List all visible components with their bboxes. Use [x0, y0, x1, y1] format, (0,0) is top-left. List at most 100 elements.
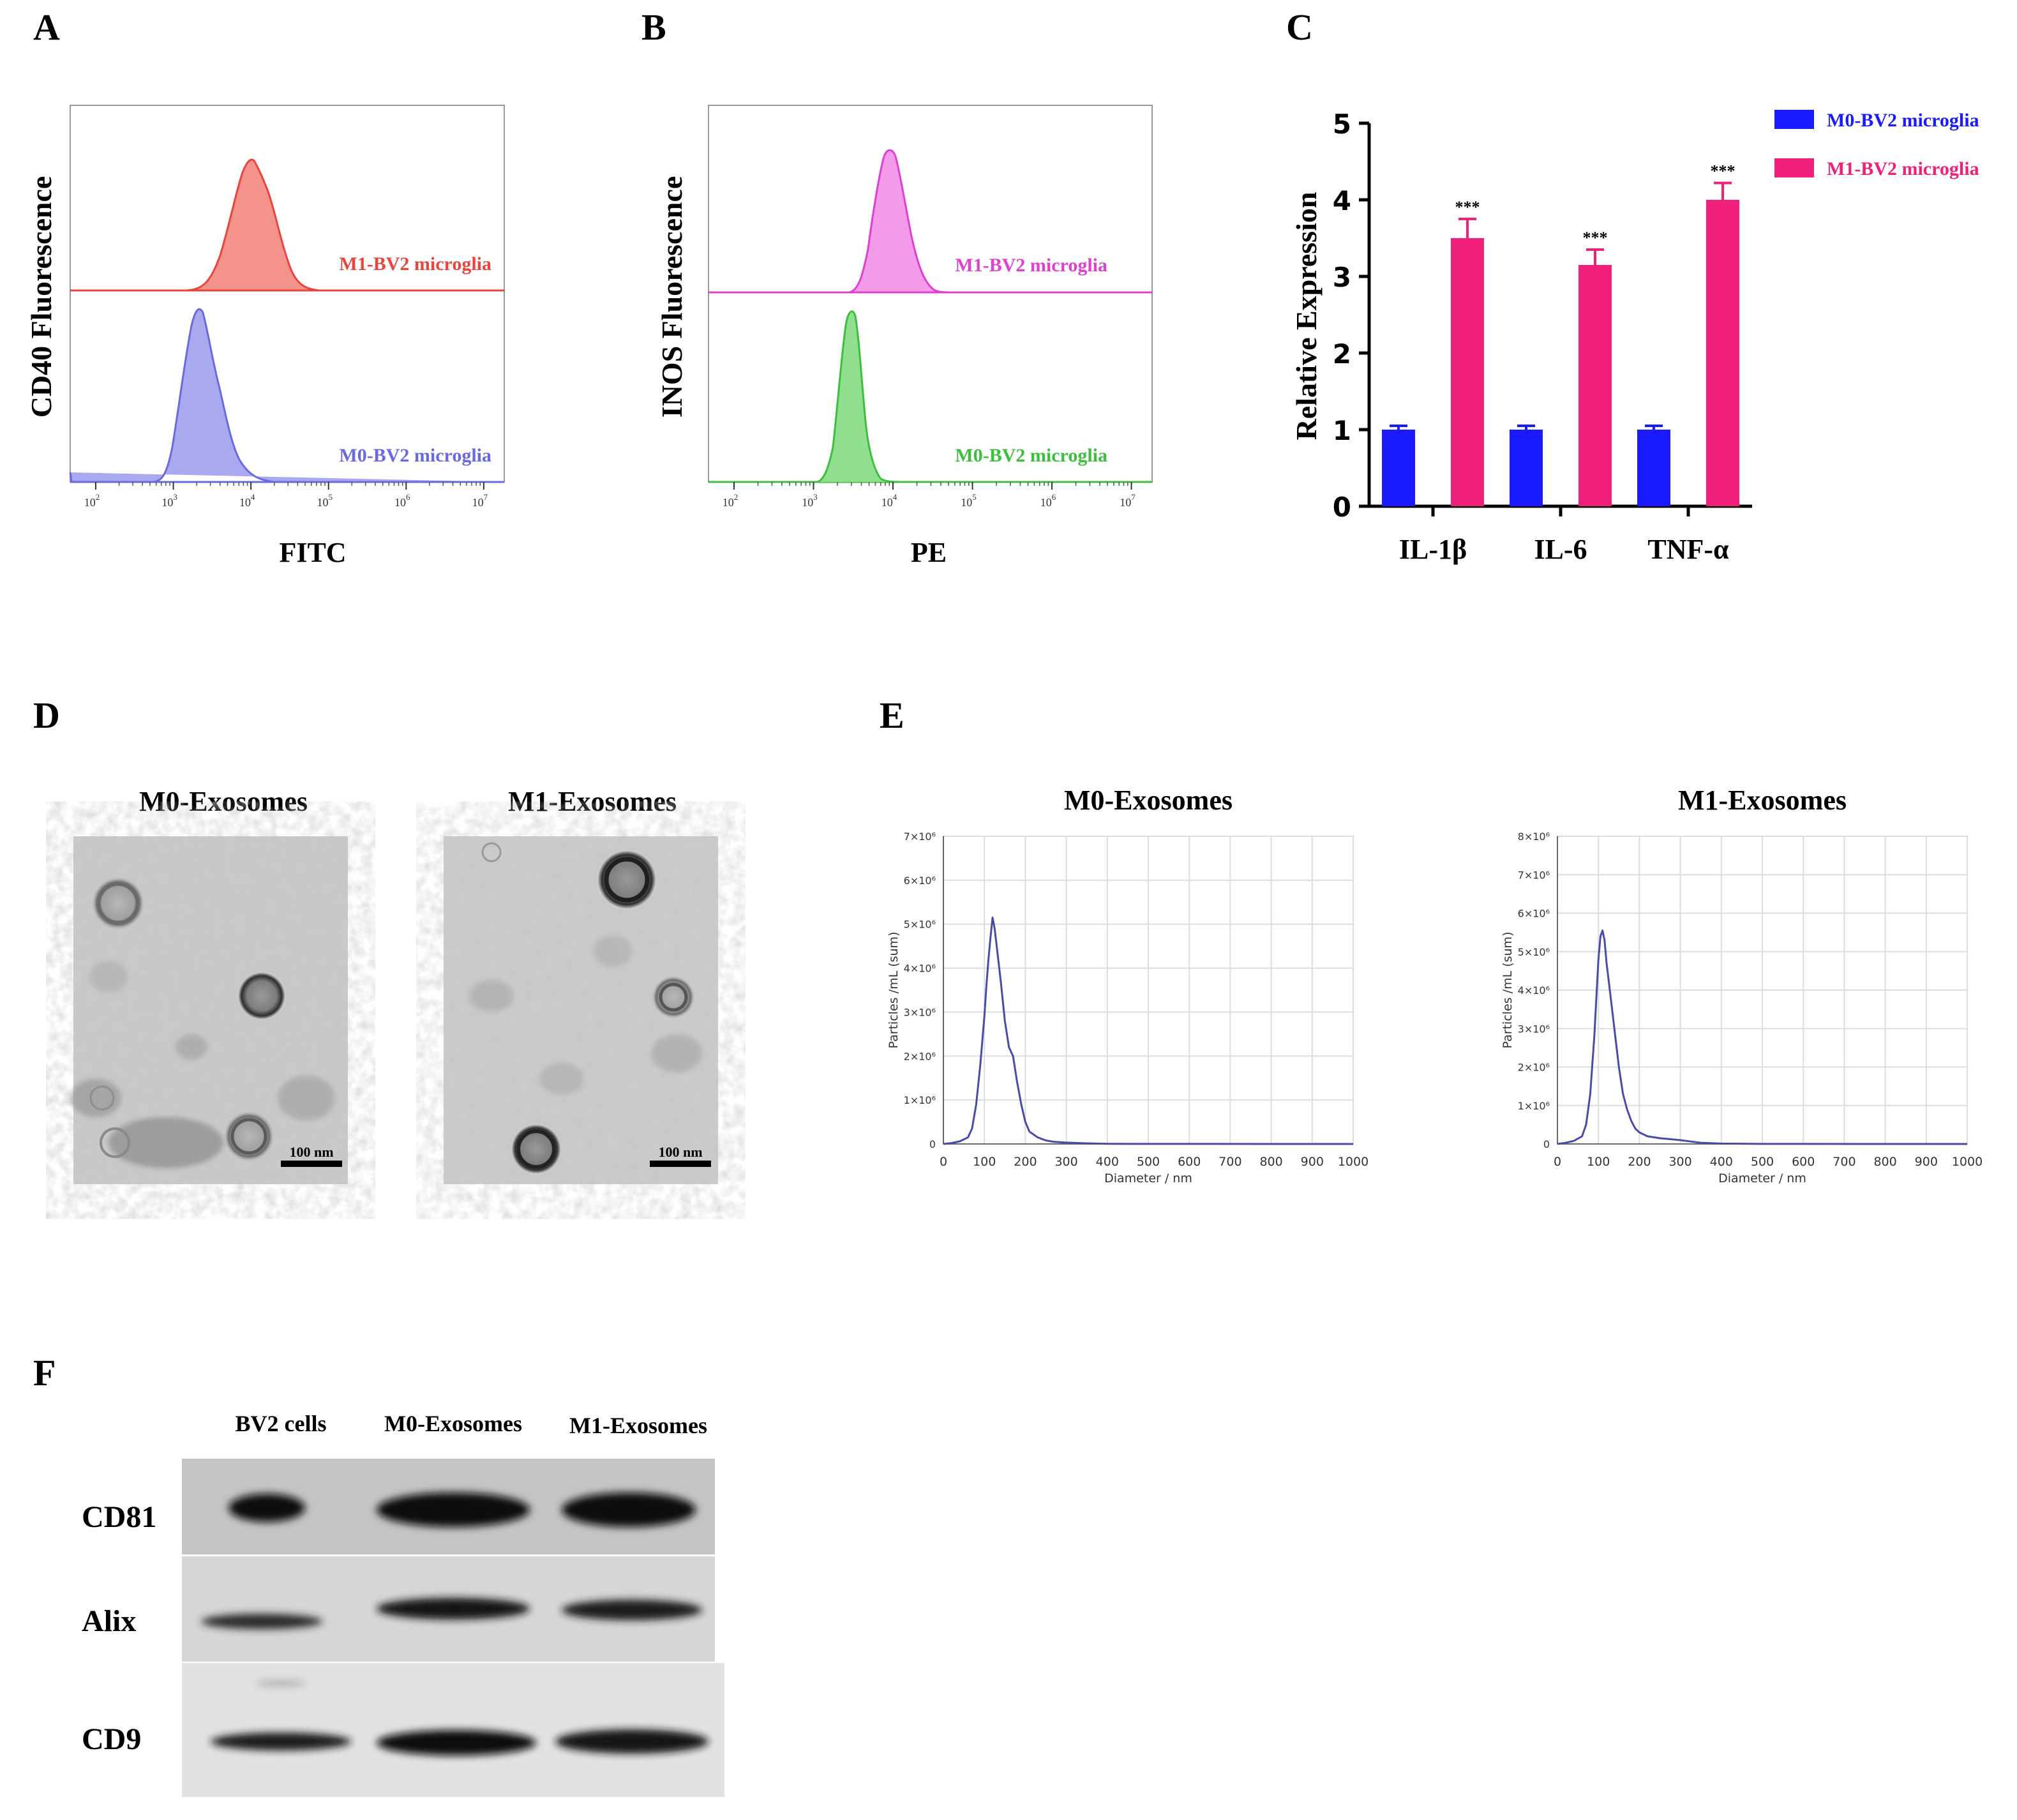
lane-label-bv2: BV2 cells [236, 1411, 327, 1436]
panel-c-category-label: TNF-α [1647, 534, 1729, 565]
panel-letter-e: E [880, 695, 904, 736]
scale-bar-label-m0: 100 nm [289, 1144, 333, 1160]
nta-x-tick-label: 0 [940, 1155, 947, 1169]
nta-y-tick-label: 5×10⁶ [1518, 946, 1550, 958]
nta-y-tick-label: 6×10⁶ [1518, 908, 1550, 920]
panel-c-bar-chart: C 0 1 2 3 4 5 IL-1β *** IL-6 *** TNF-α *** Relative… [1286, 6, 1979, 565]
nta-xlabel: Diameter / nm [1718, 1171, 1806, 1185]
panel-c-significance: *** [1711, 162, 1736, 181]
panel-c-bar [1451, 238, 1484, 506]
legend-label-m1: M1-BV2 microglia [1827, 158, 1979, 179]
nta-x-tick-label: 700 [1218, 1155, 1241, 1169]
nta-chart-title: M0-Exosomes [1064, 785, 1233, 816]
nta-x-tick-label: 0 [1554, 1155, 1561, 1169]
legend-label-m0: M0-BV2 microglia [1827, 110, 1979, 131]
nta-x-tick-label: 1000 [1952, 1155, 1983, 1169]
panel-c-y-tick-label: 2 [1333, 338, 1351, 370]
blot-label-alix: Alix [82, 1604, 136, 1638]
nta-x-tick-label: 200 [1628, 1155, 1651, 1169]
panel-letter-b: B [641, 6, 666, 48]
nta-size-distribution-line [943, 916, 1353, 1145]
nta-y-tick-label: 7×10⁶ [1518, 869, 1550, 881]
panel-c-legend: M0-BV2 microglia M1-BV2 microglia [1774, 110, 1979, 179]
panel-c-bar [1578, 265, 1612, 506]
nta-y-tick-label: 1×10⁶ [1518, 1100, 1550, 1112]
nta-x-tick-label: 800 [1873, 1155, 1896, 1169]
nta-y-tick-label: 2×10⁶ [904, 1050, 936, 1062]
nta-x-tick-label: 700 [1833, 1155, 1856, 1169]
nta-y-tick-label: 3×10⁶ [904, 1006, 936, 1018]
tem-image-m0: 100 nm [70, 836, 348, 1184]
nta-chart-m0: M0-Exosomes 0 100 200 300 400 500 600 700 800 900 1… [887, 785, 1368, 1185]
panel-a-frame [70, 105, 505, 483]
nta-ylabel: Particles /mL (sum) [887, 932, 901, 1049]
nta-y-tick-label: 4×10⁶ [1518, 984, 1550, 996]
nta-x-tick-label: 800 [1259, 1155, 1282, 1169]
panel-f-western-blot: F BV2 cells M0-Exosomes M1-Exosomes CD81… [33, 1352, 724, 1797]
panel-b-tick-label: 105 [961, 492, 977, 509]
panel-b-m0-label: M0-BV2 microglia [955, 445, 1107, 466]
nta-y-tick-label: 7×10⁶ [904, 831, 936, 843]
panel-c-bar [1510, 430, 1543, 506]
panel-b-m1-histogram [709, 149, 1152, 294]
nta-y-tick-label: 0 [929, 1138, 936, 1150]
nta-x-tick-label: 500 [1751, 1155, 1774, 1169]
panel-b-tick-label: 107 [1120, 492, 1136, 509]
nta-y-tick-label: 6×10⁶ [904, 875, 936, 887]
panel-a-ylabel: CD40 Fluorescence [25, 176, 57, 418]
nta-x-tick-label: 900 [1301, 1155, 1324, 1169]
panel-e-nta-plots: E M0-Exosomes 0 100 200 300 400 500 600 700 800 90… [880, 695, 1983, 1185]
panel-a-tick-label: 107 [472, 492, 488, 509]
panel-c-y-tick-label: 4 [1333, 185, 1351, 216]
panel-c-plot: 0 1 2 3 4 5 IL-1β *** IL-6 *** TNF-α *** [1333, 109, 1752, 565]
panel-a-tick-label: 102 [84, 492, 100, 509]
panel-d-right-title: M1-Exosomes [508, 786, 677, 817]
panel-d-left-title: M0-Exosomes [139, 786, 308, 817]
panel-b-tick-label: 104 [881, 492, 897, 509]
panel-b-frame [708, 105, 1153, 483]
nta-x-tick-label: 600 [1178, 1155, 1201, 1169]
nta-y-tick-label: 4×10⁶ [904, 963, 936, 975]
panel-c-significance: *** [1583, 229, 1608, 247]
nta-y-tick-label: 3×10⁶ [1518, 1023, 1550, 1035]
panel-c-y-tick-label: 1 [1333, 415, 1351, 446]
panel-letter-f: F [33, 1352, 56, 1394]
panel-b-m0-histogram [709, 310, 1152, 483]
panel-a-m1-histogram [70, 158, 504, 292]
tem-image-m1: 100 nm [444, 836, 718, 1184]
panel-c-y-tick-label: 0 [1333, 492, 1351, 523]
panel-b-tick-label: 102 [723, 492, 739, 509]
nta-x-tick-label: 400 [1096, 1155, 1119, 1169]
lane-label-m1: M1-Exosomes [569, 1413, 707, 1438]
panel-c-significance: *** [1455, 198, 1480, 216]
scale-bar-label-m1: 100 nm [658, 1144, 702, 1160]
panel-a-tick-label: 106 [394, 492, 410, 509]
nta-x-tick-label: 1000 [1338, 1155, 1368, 1169]
nta-x-tick-label: 900 [1915, 1155, 1938, 1169]
blot-row-cd9: CD9 [82, 1663, 724, 1797]
panel-c-bar [1706, 200, 1739, 506]
nta-x-tick-label: 100 [973, 1155, 996, 1169]
panel-d-tem-images: D M0-Exosomes M1-Exosomes 100 nm [33, 695, 718, 1184]
legend-swatch-m0 [1774, 110, 1814, 129]
nta-x-tick-label: 600 [1792, 1155, 1815, 1169]
panel-a-m1-label: M1-BV2 microglia [339, 253, 491, 275]
panel-c-category-label: IL-1β [1399, 534, 1467, 565]
panel-c-ylabel: Relative Expression [1290, 192, 1323, 440]
panel-b-xlabel: PE [911, 537, 947, 568]
nta-y-tick-label: 2×10⁶ [1518, 1062, 1550, 1074]
panel-letter-d: D [33, 695, 60, 736]
panel-c-category-label: IL-6 [1534, 534, 1587, 565]
panel-b-tick-label: 106 [1040, 492, 1056, 509]
nta-x-tick-label: 500 [1137, 1155, 1160, 1169]
nta-y-tick-label: 0 [1543, 1138, 1550, 1150]
nta-ylabel: Particles /mL (sum) [1501, 932, 1515, 1049]
nta-size-distribution-line [1557, 929, 1967, 1145]
nta-y-tick-label: 5×10⁶ [904, 919, 936, 931]
panel-c-bar [1382, 430, 1415, 506]
blot-label-cd9: CD9 [82, 1722, 141, 1756]
scale-bar-m1 [650, 1161, 711, 1167]
panel-letter-a: A [33, 6, 60, 48]
panel-letter-c: C [1286, 6, 1313, 48]
panel-a-tick-label: 105 [317, 492, 333, 509]
